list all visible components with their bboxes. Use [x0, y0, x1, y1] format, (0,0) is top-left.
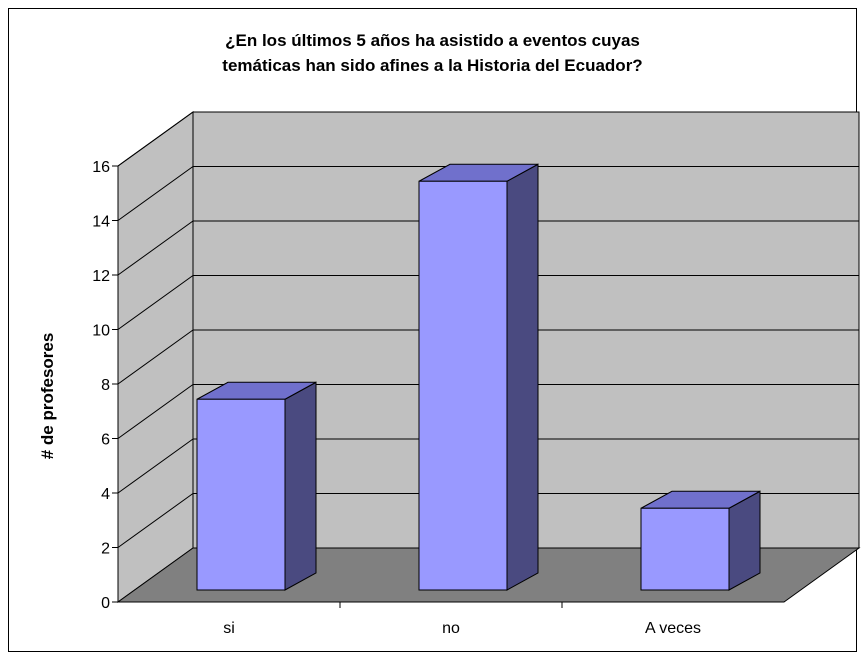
gridlines	[117, 111, 859, 548]
y-tick-label: 4	[101, 486, 110, 503]
y-tick-label: 2	[101, 541, 110, 558]
y-tick-label: 10	[92, 323, 110, 340]
bars	[196, 163, 761, 591]
gridline	[117, 220, 859, 276]
y-tick-label: 16	[92, 159, 110, 176]
y-tick-label: 0	[101, 595, 110, 612]
y-tick-label: 6	[101, 432, 110, 449]
y-tick-label: 14	[92, 214, 110, 231]
bar-front	[418, 180, 508, 591]
bar-a-veces	[640, 490, 761, 591]
x-tick-label: no	[442, 620, 460, 637]
bar-side	[506, 163, 539, 591]
bar-front	[640, 507, 730, 591]
chart-title: ¿En los últimos 5 años ha asistido a eve…	[8, 28, 857, 78]
bar-side	[284, 381, 317, 591]
y-tick-label: 8	[101, 377, 110, 394]
axes: 0 2 4 6 8 10 12 14 16 si no A veces	[92, 159, 784, 637]
gridline	[117, 438, 859, 494]
gridline	[117, 493, 859, 548]
chart-title-line-1: ¿En los últimos 5 años ha asistido a eve…	[225, 31, 640, 50]
gridline	[117, 329, 859, 385]
x-tick-label: si	[223, 620, 235, 637]
bar-front	[196, 398, 286, 591]
gridline	[117, 384, 859, 439]
bar-si	[196, 381, 317, 591]
gridline	[117, 275, 859, 330]
chart-title-line-2: temáticas han sido afines a la Historia …	[222, 56, 643, 75]
bar-no	[418, 163, 539, 591]
y-axis-label: # de profesores	[38, 333, 57, 460]
gridline	[117, 166, 859, 221]
y-tick-label: 12	[92, 268, 110, 285]
gridline	[117, 111, 859, 167]
x-tick-label: A veces	[645, 620, 701, 637]
